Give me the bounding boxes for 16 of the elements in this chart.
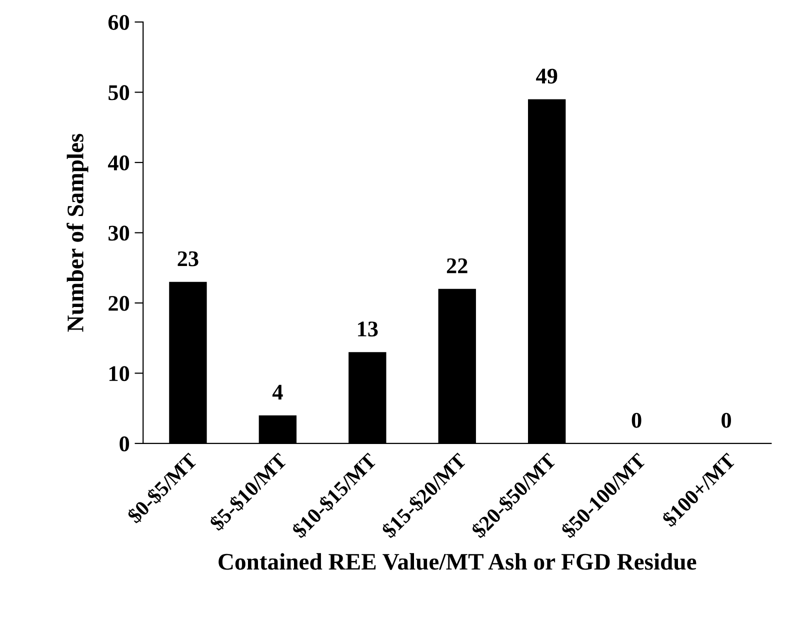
data-label: 0 (722, 412, 731, 428)
y-axis-title: Number of Samples (66, 134, 88, 332)
y-tick-label: 0 (120, 436, 130, 452)
y-tick-label: 20 (108, 296, 130, 311)
data-label: 23 (178, 251, 198, 266)
data-label: 22 (446, 258, 468, 274)
data-label: 4 (272, 384, 283, 400)
y-tick-label: 30 (108, 226, 130, 241)
y-tick-label: 10 (109, 366, 130, 382)
y-tick-label: 40 (108, 155, 130, 170)
data-label: 0 (632, 412, 642, 428)
data-label: 13 (358, 322, 378, 337)
y-tick-label: 50 (108, 85, 130, 100)
x-axis-title: Contained REE Value/MT Ash or FGD Residue (218, 553, 696, 570)
y-tick-label: 60 (108, 14, 130, 30)
data-label: 49 (536, 68, 558, 84)
